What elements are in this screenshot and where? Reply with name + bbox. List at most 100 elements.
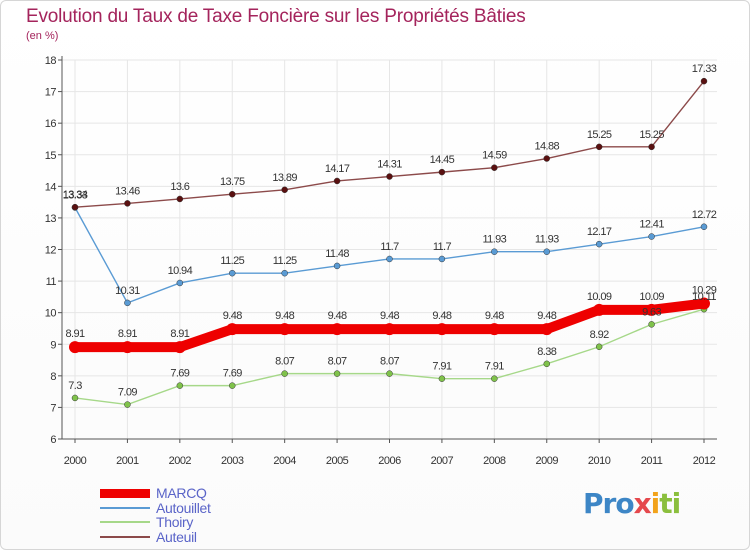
legend-label: Auteuil xyxy=(156,528,197,545)
y-tick-label: 10 xyxy=(45,308,57,320)
data-point-auteuil xyxy=(229,190,236,198)
data-point-marcq xyxy=(645,303,658,316)
data-point-auteuil xyxy=(333,177,341,185)
y-tick-label: 16 xyxy=(45,118,57,130)
data-point-marcq xyxy=(383,323,396,336)
data-point-auteuil xyxy=(543,155,550,162)
data-label-thoiry: 10.11 xyxy=(692,291,716,303)
data-label-autouillet: 11.25 xyxy=(220,255,244,267)
data-label-marcq: 10.29 xyxy=(692,285,717,297)
x-tick-label: 2012 xyxy=(693,455,716,467)
x-tick-label: 2005 xyxy=(326,455,349,467)
data-label-autouillet: 10.94 xyxy=(168,265,193,277)
data-label-auteuil: 13.6 xyxy=(170,181,189,193)
data-label-thoiry: 8.07 xyxy=(328,356,347,368)
data-point-thoiry xyxy=(176,382,184,389)
legend-item-thoiry: Thoiry xyxy=(100,515,211,530)
y-tick-label: 17 xyxy=(45,87,57,99)
data-label-thoiry: 9.63 xyxy=(642,306,661,318)
legend-swatch xyxy=(100,506,150,509)
data-point-thoiry xyxy=(229,382,236,389)
data-point-thoiry xyxy=(648,321,655,328)
data-point-thoiry xyxy=(386,370,393,377)
data-label-marcq: 9.48 xyxy=(275,310,294,322)
data-label-autouillet: 11.25 xyxy=(273,255,297,267)
data-point-autouillet xyxy=(543,248,550,255)
data-label-auteuil: 13.34 xyxy=(63,189,88,201)
data-label-thoiry: 7.91 xyxy=(432,361,451,373)
data-point-thoiry xyxy=(281,370,288,377)
data-point-autouillet xyxy=(124,299,131,307)
data-point-marcq xyxy=(593,303,606,316)
data-label-marcq: 9.48 xyxy=(485,310,504,322)
data-point-auteuil xyxy=(386,173,393,180)
x-tick-label: 2002 xyxy=(169,455,192,467)
legend-item-auteuil: Auteuil xyxy=(100,530,211,545)
y-tick-label: 11 xyxy=(46,276,57,288)
data-label-marcq: 10.09 xyxy=(639,291,664,303)
data-point-marcq xyxy=(226,323,239,336)
x-tick-label: 2003 xyxy=(221,455,244,467)
data-label-marcq: 9.48 xyxy=(380,310,399,322)
data-label-marcq: 8.91 xyxy=(65,328,84,340)
data-label-thoiry: 7.69 xyxy=(223,368,242,380)
data-label-marcq: 10.09 xyxy=(587,291,612,303)
data-point-autouillet xyxy=(333,262,341,270)
data-point-marcq xyxy=(488,323,501,336)
data-label-autouillet: 12.17 xyxy=(587,226,612,238)
y-tick-label: 18 xyxy=(45,55,57,67)
y-tick-label: 9 xyxy=(50,339,56,351)
data-label-autouillet: 11.93 xyxy=(482,234,506,246)
data-label-marcq: 8.91 xyxy=(170,328,189,340)
data-point-marcq xyxy=(698,297,710,310)
data-point-autouillet xyxy=(700,223,708,231)
data-label-marcq: 9.48 xyxy=(328,310,347,322)
data-label-thoiry: 7.09 xyxy=(118,387,137,399)
data-label-thoiry: 8.07 xyxy=(380,356,399,368)
data-point-marcq xyxy=(69,341,81,354)
y-tick-label: 15 xyxy=(45,150,57,162)
x-tick-label: 2010 xyxy=(588,455,611,467)
data-label-auteuil: 13.75 xyxy=(220,176,245,188)
logo-part-2: x xyxy=(633,487,652,520)
x-tick-label: 2001 xyxy=(116,455,139,467)
legend-label: Autouillet xyxy=(156,499,211,516)
data-label-auteuil: 15.25 xyxy=(639,129,664,141)
data-point-auteuil xyxy=(124,200,131,207)
legend: MARCQ Autouillet Thoiry Auteuil xyxy=(100,486,211,544)
data-label-auteuil: 13.46 xyxy=(115,185,140,197)
data-label-autouillet: 10.31 xyxy=(115,285,140,297)
data-label-auteuil: 14.88 xyxy=(534,141,559,153)
data-label-marcq: 8.91 xyxy=(118,328,137,340)
page-title: Evolution du Taux de Taxe Foncière sur l… xyxy=(26,6,526,27)
data-label-autouillet: 13.33 xyxy=(63,189,88,201)
data-label-autouillet: 11.93 xyxy=(535,234,559,246)
data-label-thoiry: 7.91 xyxy=(485,361,504,373)
data-label-auteuil: 14.45 xyxy=(430,154,455,166)
data-point-auteuil xyxy=(700,77,708,85)
data-point-auteuil xyxy=(491,164,498,171)
data-label-auteuil: 14.31 xyxy=(377,159,402,171)
data-label-auteuil: 17.33 xyxy=(692,63,717,75)
data-point-thoiry xyxy=(595,343,603,351)
data-point-marcq xyxy=(331,323,344,336)
data-point-autouillet xyxy=(176,279,184,287)
data-point-autouillet xyxy=(595,240,603,248)
legend-item-autouillet: Autouillet xyxy=(100,501,211,516)
data-point-auteuil xyxy=(71,203,79,211)
data-label-auteuil: 14.17 xyxy=(325,163,350,175)
data-point-autouillet xyxy=(438,255,446,263)
data-point-marcq xyxy=(540,323,553,336)
y-tick-label: 13 xyxy=(45,213,57,225)
proxiti-logo: Proxiti xyxy=(583,487,681,520)
data-label-auteuil: 15.25 xyxy=(587,129,612,141)
data-label-autouillet: 11.7 xyxy=(380,241,399,253)
data-label-auteuil: 14.59 xyxy=(482,150,507,162)
legend-label: MARCQ xyxy=(156,485,207,502)
logo-part-4: ti xyxy=(659,487,681,520)
data-label-auteuil: 13.89 xyxy=(272,172,297,184)
legend-swatch xyxy=(100,535,150,538)
data-label-marcq: 9.48 xyxy=(432,310,451,322)
data-point-marcq xyxy=(173,341,186,354)
